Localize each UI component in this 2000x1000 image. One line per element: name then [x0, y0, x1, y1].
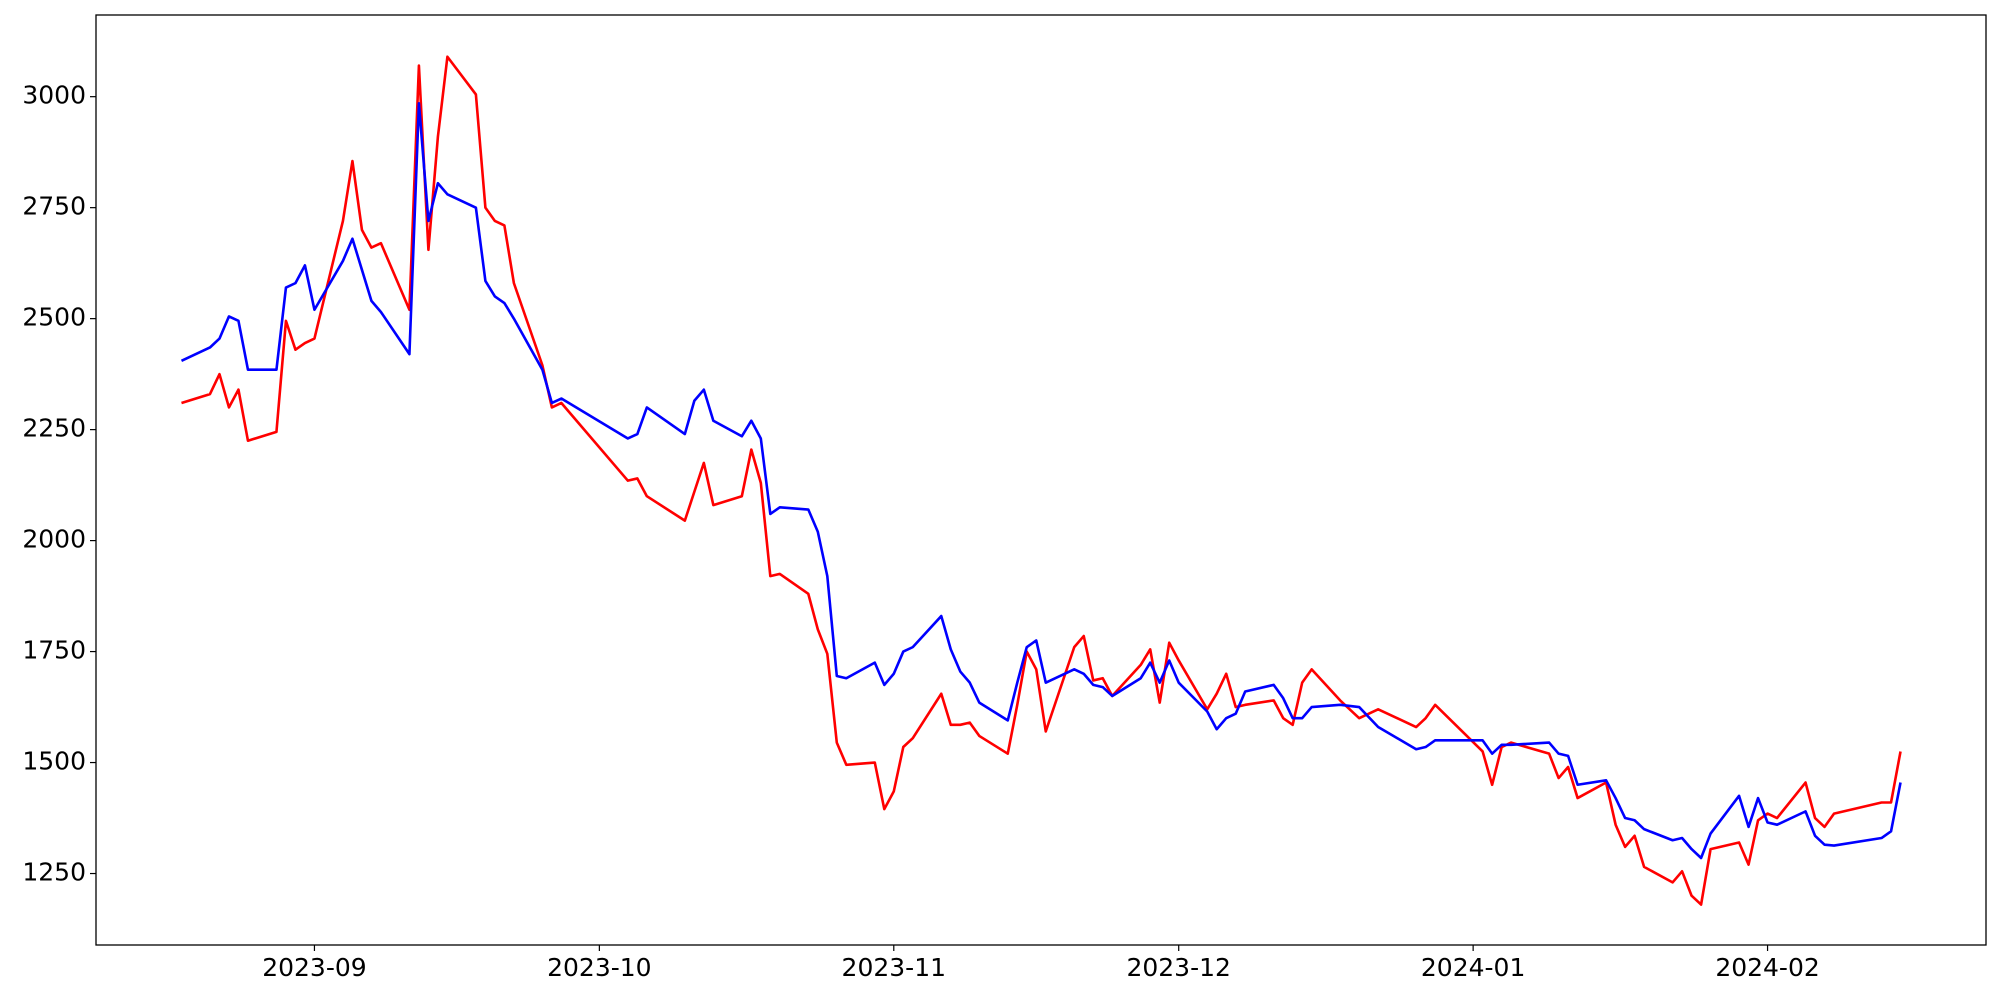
- plot-frame: [95, 14, 1987, 946]
- x-tick-label: 2023-09: [262, 953, 366, 982]
- y-tick-label: 3000: [22, 81, 86, 110]
- y-tick-label: 2000: [22, 525, 86, 554]
- y-tick-label: 1500: [22, 747, 86, 776]
- x-tick-label: 2023-10: [547, 953, 651, 982]
- y-tick-label: 1250: [22, 858, 86, 887]
- y-tick-label: 2500: [22, 303, 86, 332]
- y-tick-label: 2750: [22, 192, 86, 221]
- x-tick-label: 2023-11: [842, 953, 946, 982]
- y-tick-label: 2250: [22, 414, 86, 443]
- line-series: [180, 102, 1902, 860]
- x-tick-label: 2023-12: [1126, 953, 1230, 982]
- y-tick-label: 1750: [22, 636, 86, 665]
- x-tick-label: 2024-01: [1421, 953, 1525, 982]
- x-tick-label: 2024-02: [1715, 953, 1819, 982]
